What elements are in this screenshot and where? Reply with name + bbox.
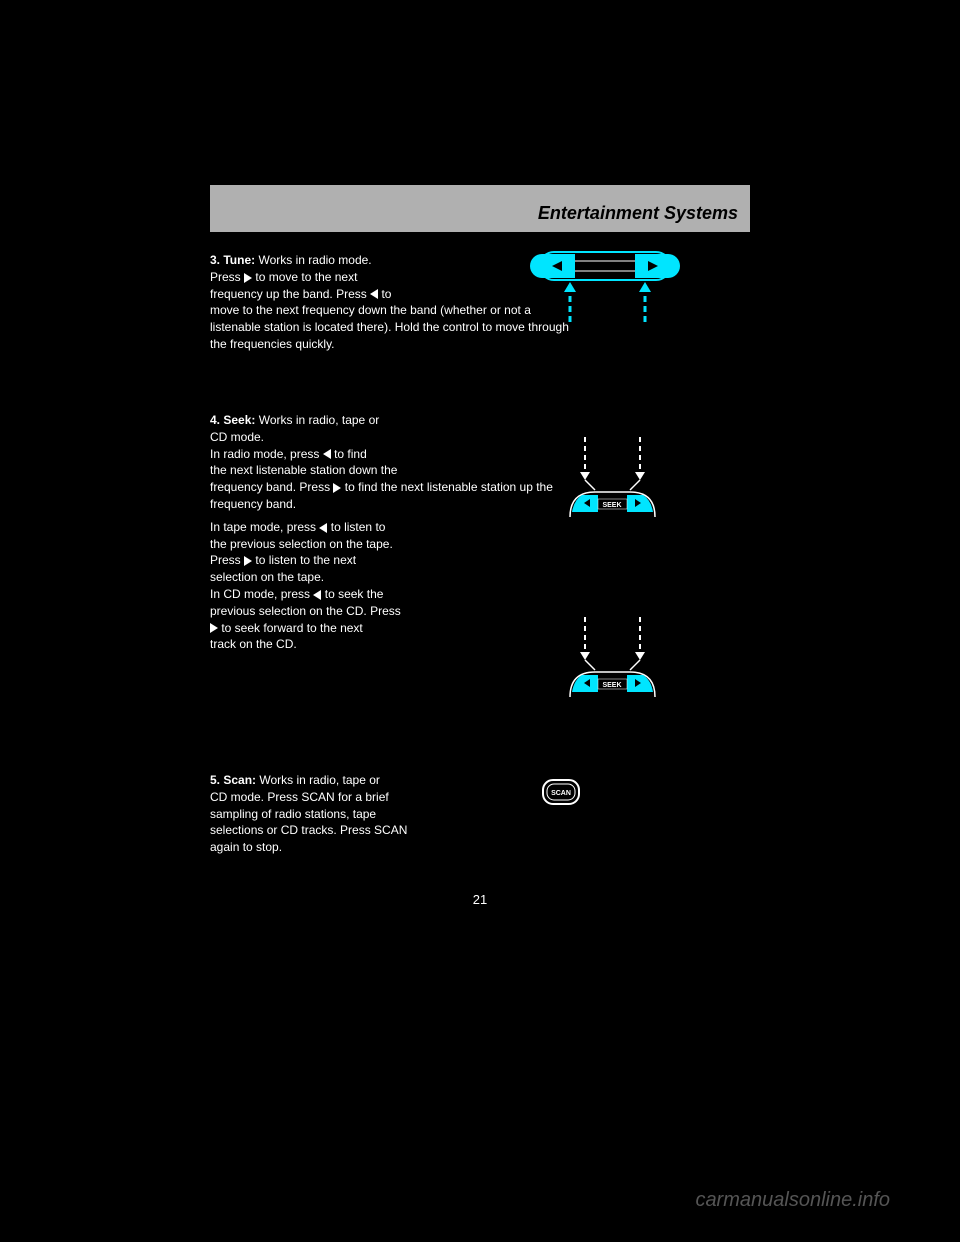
tune-line1: Works in radio mode. xyxy=(258,253,371,267)
seek-line11a: In CD mode, press xyxy=(210,587,310,601)
tune-button-svg xyxy=(530,247,680,337)
seek-line5b: to find the next listenable station up t… xyxy=(345,480,553,494)
triangle-right-icon xyxy=(244,273,252,283)
seek-line9a: Press xyxy=(210,553,241,567)
section-seek: 4. Seek: Works in radio, tape or CD mode… xyxy=(210,412,750,752)
scan-line4: selections or CD tracks. Press SCAN xyxy=(210,823,407,837)
seek-line6: frequency band. xyxy=(210,497,296,511)
seek-line10: selection on the tape. xyxy=(210,570,324,584)
page-number: 21 xyxy=(210,892,750,907)
scan-line2: CD mode. Press SCAN for a brief xyxy=(210,790,389,804)
tune-line4b: move to the next frequency down the band… xyxy=(210,303,531,317)
seek-diagram-2: SEEK xyxy=(540,612,680,717)
seek-line1: Works in radio, tape or xyxy=(259,413,380,427)
triangle-right-icon xyxy=(333,483,341,493)
scan-num: 5. xyxy=(210,773,220,787)
seek-line3a: In radio mode, press xyxy=(210,447,319,461)
triangle-left-icon xyxy=(323,449,331,459)
scan-line1: Works in radio, tape or xyxy=(259,773,380,787)
svg-text:SEEK: SEEK xyxy=(602,682,621,689)
scan-diagram: SCAN xyxy=(535,772,590,817)
seek-label: Seek: xyxy=(223,413,255,427)
seek-line8: the previous selection on the tape. xyxy=(210,537,393,551)
section-tune: 3. Tune: Works in radio mode. Press to m… xyxy=(210,252,750,392)
seek-line3b: to find xyxy=(334,447,367,461)
svg-text:SCAN: SCAN xyxy=(551,790,571,797)
seek-line12: previous selection on the CD. Press xyxy=(210,604,401,618)
tune-line3: frequency up the band. Press xyxy=(210,287,367,301)
section-scan: 5. Scan: Works in radio, tape or CD mode… xyxy=(210,772,750,862)
tune-diagram xyxy=(530,247,680,342)
seek-svg-2: SEEK xyxy=(540,612,680,712)
tune-num: 3. xyxy=(210,253,220,267)
watermark: carmanualsonline.info xyxy=(695,1189,890,1212)
seek-line2: CD mode. xyxy=(210,430,264,444)
tune-line5: listenable station is located there). Ho… xyxy=(210,320,569,334)
scan-line3: sampling of radio stations, tape xyxy=(210,807,376,821)
triangle-left-icon xyxy=(370,289,378,299)
seek-svg-1: SEEK xyxy=(540,432,680,532)
tune-line2a: Press xyxy=(210,270,241,284)
seek-line4: the next listenable station down the xyxy=(210,463,397,477)
seek-line11b: to seek the xyxy=(325,587,384,601)
seek-line7b: to listen to xyxy=(331,520,386,534)
triangle-right-icon xyxy=(244,556,252,566)
triangle-left-icon xyxy=(313,590,321,600)
seek-line14: track on the CD. xyxy=(210,637,297,651)
tune-line4a: to xyxy=(381,287,391,301)
header-title: Entertainment Systems xyxy=(538,203,738,223)
seek-num: 4. xyxy=(210,413,220,427)
seek-line5a: frequency band. Press xyxy=(210,480,330,494)
seek-line13b: to seek forward to the next xyxy=(221,621,362,635)
tune-label: Tune: xyxy=(223,253,255,267)
tune-line2b: to move to the next xyxy=(255,270,357,284)
scan-svg: SCAN xyxy=(535,772,590,812)
page-header: Entertainment Systems xyxy=(210,185,750,232)
seek-line9b: to listen to the next xyxy=(255,553,356,567)
scan-line5: again to stop. xyxy=(210,840,282,854)
seek-diagram-1: SEEK xyxy=(540,432,680,537)
svg-text:SEEK: SEEK xyxy=(602,502,621,509)
triangle-right-icon xyxy=(210,623,218,633)
triangle-left-icon xyxy=(319,523,327,533)
seek-line7a: In tape mode, press xyxy=(210,520,316,534)
tune-line6: the frequencies quickly. xyxy=(210,337,335,351)
scan-label: Scan: xyxy=(223,773,256,787)
